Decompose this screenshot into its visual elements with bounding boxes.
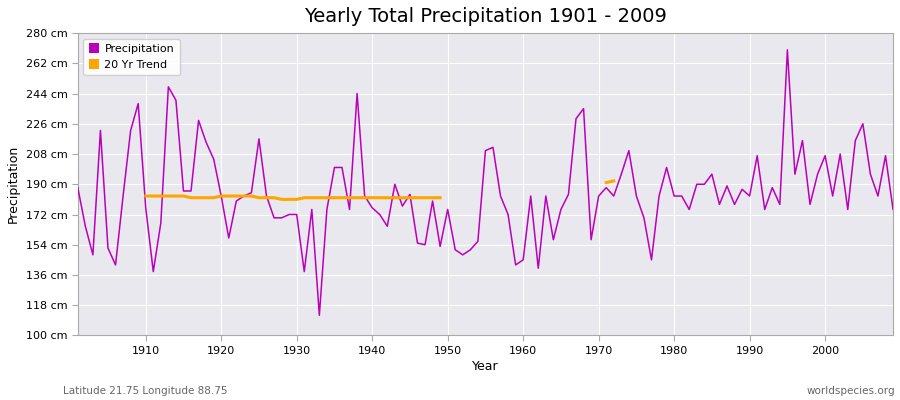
Text: worldspecies.org: worldspecies.org	[807, 386, 896, 396]
Text: Latitude 21.75 Longitude 88.75: Latitude 21.75 Longitude 88.75	[63, 386, 228, 396]
Y-axis label: Precipitation: Precipitation	[7, 145, 20, 223]
Legend: Precipitation, 20 Yr Trend: Precipitation, 20 Yr Trend	[84, 39, 180, 75]
Title: Yearly Total Precipitation 1901 - 2009: Yearly Total Precipitation 1901 - 2009	[304, 7, 667, 26]
X-axis label: Year: Year	[472, 360, 499, 373]
